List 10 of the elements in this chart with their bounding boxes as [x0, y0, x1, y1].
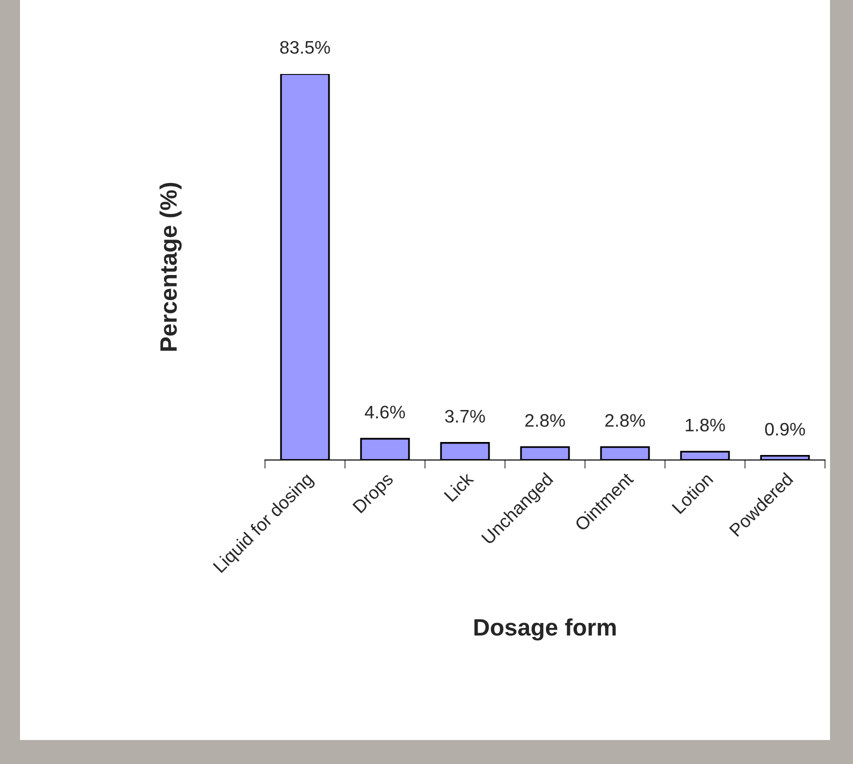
- data-label: 1.8%: [686, 418, 725, 432]
- x-tick-label: Lick: [443, 471, 474, 502]
- data-label: 3.7%: [445, 410, 485, 423]
- y-axis-title: Percentage (%): [160, 182, 182, 351]
- data-label: 2.8%: [525, 414, 565, 427]
- data-label: 0.9%: [765, 422, 805, 436]
- data-label: 4.6%: [364, 406, 405, 418]
- x-axis-title: Dosage form: [474, 618, 616, 640]
- data-label: 83.5%: [280, 40, 330, 54]
- data-label: 2.8%: [605, 414, 645, 427]
